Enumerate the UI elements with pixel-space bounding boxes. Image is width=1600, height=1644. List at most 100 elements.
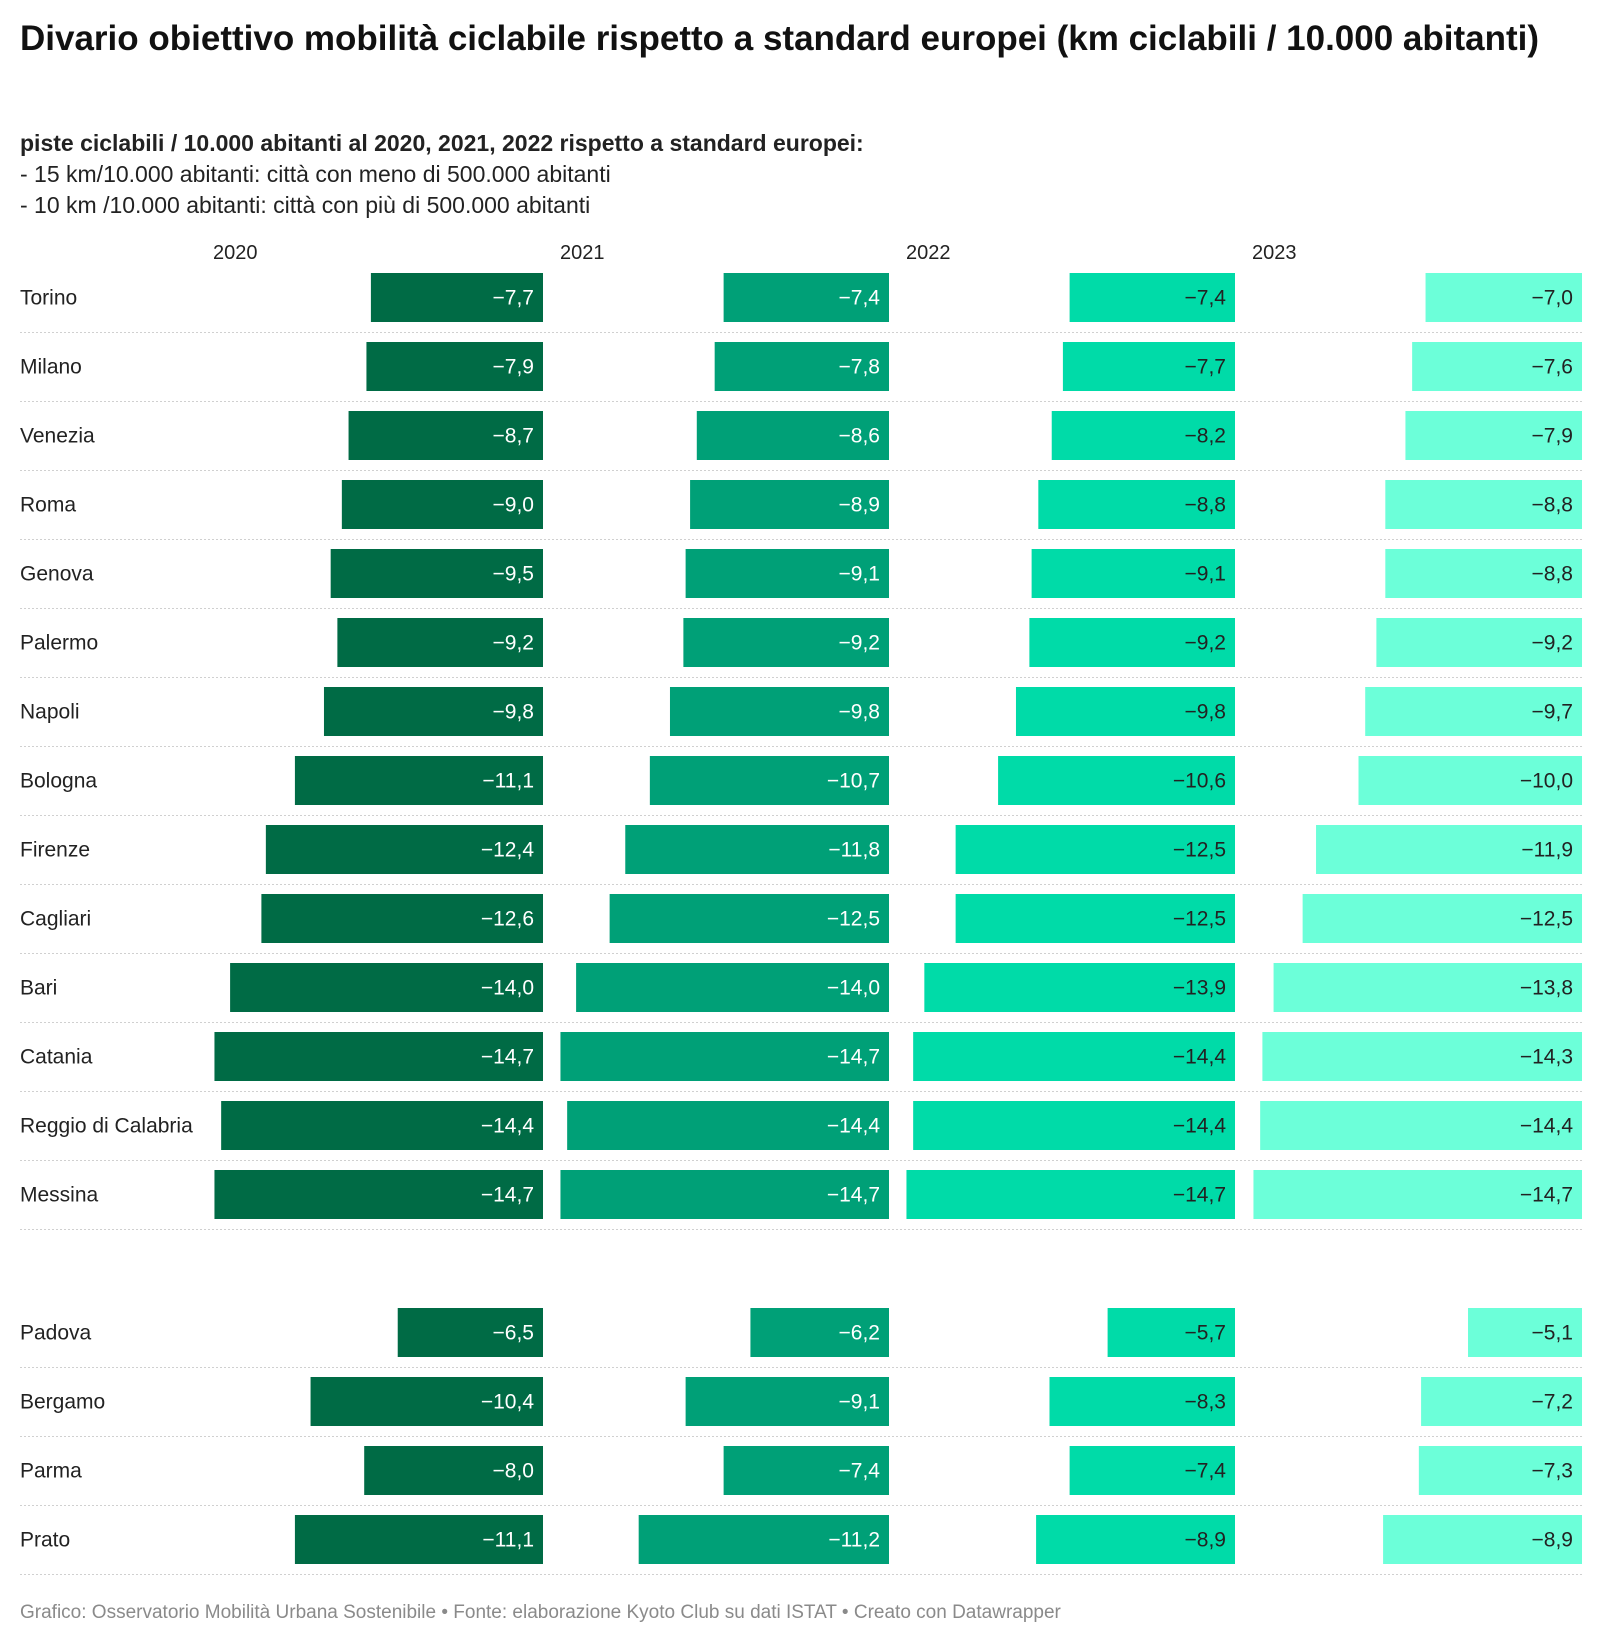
data-label: −12,4	[481, 839, 534, 862]
bar	[649, 756, 889, 805]
data-label: −12,5	[827, 908, 880, 931]
bar	[714, 342, 889, 391]
bar	[1069, 273, 1235, 322]
bar	[337, 618, 543, 667]
row-label: Venezia	[20, 425, 95, 448]
bar	[609, 894, 889, 943]
bar	[1365, 687, 1582, 736]
chart-footer-notes: Grafico: Osservatorio Mobilità Urbana So…	[20, 1602, 1061, 1623]
bar	[913, 1101, 1235, 1150]
bar	[723, 273, 889, 322]
data-label: −14,4	[1520, 1115, 1573, 1138]
data-label: −14,0	[827, 977, 880, 1000]
data-label: −14,7	[1173, 1184, 1226, 1207]
row-label: Padova	[20, 1322, 92, 1345]
data-label: −9,8	[493, 701, 534, 724]
bar	[913, 1032, 1235, 1081]
bar	[924, 963, 1235, 1012]
data-label: −7,4	[1185, 1460, 1227, 1483]
row-label: Reggio di Calabria	[20, 1115, 193, 1138]
subtitle-line: - 15 km/10.000 abitanti: città con meno …	[20, 161, 611, 187]
data-label: −10,6	[1173, 770, 1226, 793]
chart-subtitle: piste ciclabili / 10.000 abitanti al 202…	[20, 128, 1580, 221]
bar	[567, 1101, 889, 1150]
bar	[323, 687, 543, 736]
bar	[560, 1032, 889, 1081]
data-label: −7,3	[1532, 1460, 1573, 1483]
data-label: −8,7	[493, 425, 534, 448]
bar	[294, 1515, 543, 1564]
data-label: −11,2	[828, 1529, 880, 1552]
bar	[1273, 963, 1582, 1012]
bar	[1015, 687, 1235, 736]
data-label: −9,2	[493, 632, 534, 655]
bar	[370, 273, 543, 322]
bar	[638, 1515, 889, 1564]
bar	[576, 963, 889, 1012]
data-label: −12,6	[481, 908, 534, 931]
data-label: −14,7	[481, 1184, 534, 1207]
data-label: −11,9	[1521, 839, 1573, 862]
data-label: −14,7	[481, 1046, 534, 1069]
data-label: −14,7	[827, 1184, 880, 1207]
data-label: −8,6	[839, 425, 880, 448]
data-label: −11,8	[828, 839, 880, 862]
bar	[1253, 1170, 1582, 1219]
bar	[1262, 1032, 1582, 1081]
data-label: −7,8	[839, 356, 880, 379]
row-label: Prato	[20, 1529, 70, 1552]
bar	[330, 549, 543, 598]
data-label: −7,4	[839, 1460, 881, 1483]
data-label: −7,9	[493, 356, 534, 379]
row-label: Palermo	[20, 632, 98, 655]
bar	[1036, 1515, 1235, 1564]
column-header-2022: 2022	[906, 242, 951, 264]
data-label: −14,4	[827, 1115, 880, 1138]
row-label: Napoli	[20, 701, 80, 724]
bar	[397, 1308, 543, 1357]
bar	[1425, 273, 1582, 322]
bar	[1385, 549, 1582, 598]
data-label: −9,0	[493, 494, 534, 517]
data-label: −7,7	[1185, 356, 1226, 379]
bar	[625, 825, 889, 874]
data-label: −10,4	[481, 1391, 534, 1414]
subtitle-line: - 10 km /10.000 abitanti: città con più …	[20, 192, 591, 218]
data-label: −9,1	[839, 1391, 880, 1414]
column-header-2021: 2021	[560, 242, 605, 264]
bar	[683, 618, 889, 667]
bar	[1302, 894, 1582, 943]
column-header-2020: 2020	[213, 242, 258, 264]
bar	[294, 756, 543, 805]
bar	[1385, 480, 1582, 529]
data-label: −9,2	[839, 632, 880, 655]
data-label: −8,8	[1532, 563, 1573, 586]
data-label: −9,8	[1185, 701, 1226, 724]
bar	[750, 1308, 889, 1357]
bar	[341, 480, 543, 529]
data-label: −12,5	[1173, 908, 1226, 931]
bar	[230, 963, 543, 1012]
bar	[1358, 756, 1582, 805]
data-label: −14,0	[481, 977, 534, 1000]
data-label: −8,9	[1532, 1529, 1573, 1552]
data-label: −14,4	[1173, 1046, 1226, 1069]
bar	[1421, 1377, 1582, 1426]
bar	[1412, 342, 1582, 391]
row-label: Milano	[20, 356, 82, 379]
data-label: −9,2	[1185, 632, 1226, 655]
row-label: Bergamo	[20, 1391, 105, 1414]
bar	[1038, 480, 1235, 529]
data-label: −7,6	[1532, 356, 1573, 379]
data-label: −7,9	[1532, 425, 1573, 448]
data-label: −6,5	[493, 1322, 534, 1345]
data-label: −11,1	[482, 770, 534, 793]
bar	[348, 411, 543, 460]
bar	[214, 1032, 543, 1081]
row-label: Torino	[20, 287, 77, 310]
bar	[265, 825, 543, 874]
data-label: −9,2	[1532, 632, 1573, 655]
bar	[1031, 549, 1235, 598]
bar	[723, 1446, 889, 1495]
